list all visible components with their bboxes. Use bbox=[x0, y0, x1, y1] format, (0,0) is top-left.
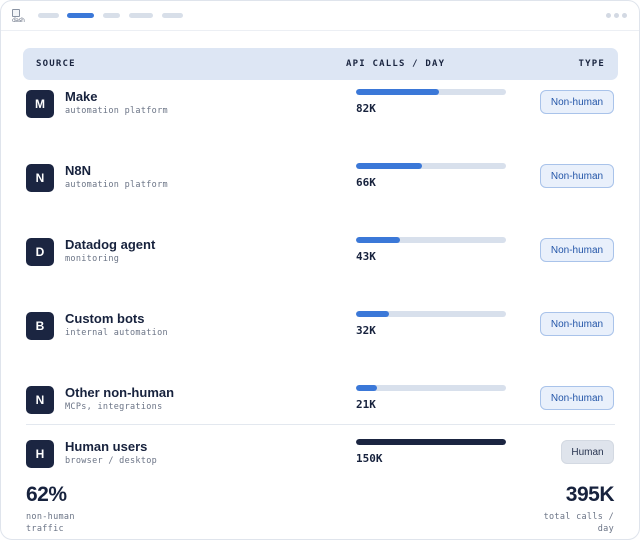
calls-bar bbox=[356, 439, 506, 445]
table-row[interactable]: D Datadog agent monitoring 43K Non-human bbox=[1, 237, 639, 287]
source-name: N8N bbox=[65, 163, 92, 178]
calls-bar-fill bbox=[356, 439, 506, 445]
table-header: SOURCE API CALLS / DAY TYPE bbox=[23, 48, 618, 80]
source-description: automation platform bbox=[65, 180, 168, 190]
calls-value: 43K bbox=[356, 250, 376, 263]
nav-tab-2-active[interactable] bbox=[67, 13, 94, 18]
source-description: automation platform bbox=[65, 106, 168, 116]
calls-value: 150K bbox=[356, 452, 383, 465]
calls-bar-fill bbox=[356, 163, 422, 169]
header-type: TYPE bbox=[578, 59, 605, 69]
source-avatar: N bbox=[26, 164, 54, 192]
type-badge[interactable]: Human bbox=[561, 440, 614, 464]
type-badge[interactable]: Non-human bbox=[540, 386, 614, 410]
header-source: SOURCE bbox=[36, 59, 76, 69]
table-row[interactable]: N N8N automation platform 66K Non-human bbox=[1, 163, 639, 213]
type-badge[interactable]: Non-human bbox=[540, 164, 614, 188]
type-badge[interactable]: Non-human bbox=[540, 90, 614, 114]
nav-tab-5[interactable] bbox=[162, 13, 183, 18]
calls-value: 66K bbox=[356, 176, 376, 189]
calls-value: 21K bbox=[356, 398, 376, 411]
more-options-icon[interactable] bbox=[606, 13, 627, 18]
nav-tab-3[interactable] bbox=[103, 13, 120, 18]
calls-bar bbox=[356, 385, 506, 391]
table-row[interactable]: M Make automation platform 82K Non-human bbox=[1, 89, 639, 139]
calls-bar bbox=[356, 237, 506, 243]
calls-value: 82K bbox=[356, 102, 376, 115]
source-name: Custom bots bbox=[65, 311, 145, 326]
non-human-share-stat: 62% non-human traffic bbox=[26, 482, 75, 535]
source-name: Human users bbox=[65, 439, 148, 454]
source-name: Other non-human bbox=[65, 385, 175, 400]
source-description: internal automation bbox=[65, 328, 168, 338]
calls-bar-fill bbox=[356, 89, 439, 95]
total-calls-stat: 395K total calls / day bbox=[543, 482, 615, 535]
type-badge[interactable]: Non-human bbox=[540, 238, 614, 262]
divider bbox=[26, 424, 615, 425]
nav-tab-4[interactable] bbox=[129, 13, 153, 18]
non-human-share-value: 62% bbox=[26, 483, 67, 506]
calls-bar-fill bbox=[356, 385, 377, 391]
source-avatar: N bbox=[26, 386, 54, 414]
source-avatar: H bbox=[26, 440, 54, 468]
type-badge[interactable]: Non-human bbox=[540, 312, 614, 336]
header-api-calls: API CALLS / DAY bbox=[346, 59, 446, 69]
nav-tab-1[interactable] bbox=[38, 13, 59, 18]
logo-alt-text: dash bbox=[12, 17, 25, 24]
source-description: monitoring bbox=[65, 254, 120, 264]
calls-bar bbox=[356, 89, 506, 95]
source-avatar: D bbox=[26, 238, 54, 266]
source-avatar: M bbox=[26, 90, 54, 118]
table-row[interactable]: N Other non-human MCPs, integrations 21K Non… bbox=[1, 385, 639, 435]
calls-bar-fill bbox=[356, 311, 389, 317]
calls-bar-fill bbox=[356, 237, 400, 243]
source-description: browser / desktop bbox=[65, 456, 158, 466]
total-calls-value: 395K bbox=[565, 483, 615, 506]
table-row[interactable]: H Human users browser / desktop 150K Human bbox=[1, 439, 639, 489]
broken-image-icon: dash bbox=[12, 9, 26, 24]
table-row[interactable]: B Custom bots internal automation 32K Non-hu… bbox=[1, 311, 639, 361]
calls-bar bbox=[356, 163, 506, 169]
source-name: Datadog agent bbox=[65, 237, 156, 252]
top-bar: dash bbox=[1, 1, 639, 31]
source-description: MCPs, integrations bbox=[65, 402, 163, 412]
calls-bar bbox=[356, 311, 506, 317]
non-human-share-caption: non-human traffic bbox=[26, 512, 75, 534]
source-name: Make bbox=[65, 89, 98, 104]
total-calls-caption: total calls / day bbox=[543, 512, 614, 534]
calls-value: 32K bbox=[356, 324, 376, 337]
source-avatar: B bbox=[26, 312, 54, 340]
